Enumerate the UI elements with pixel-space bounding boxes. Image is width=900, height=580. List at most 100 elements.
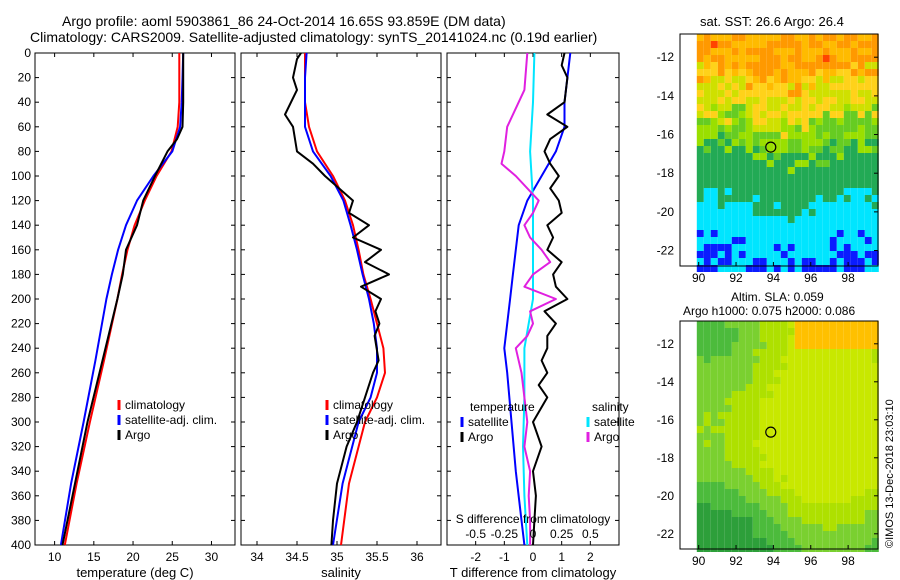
map-cell	[836, 153, 844, 160]
map-cell	[703, 62, 711, 69]
map-cell	[738, 524, 746, 531]
map-cell	[717, 531, 725, 538]
map-cell	[787, 461, 795, 468]
map-cell	[850, 524, 858, 531]
map-cell	[801, 440, 809, 447]
map-cell	[696, 97, 704, 104]
map-cell	[850, 209, 858, 216]
map-cell	[829, 104, 837, 111]
map-cell	[871, 118, 879, 125]
map-cell	[745, 531, 753, 538]
map-cell	[829, 426, 837, 433]
map-cell	[829, 188, 837, 195]
map-cell	[738, 188, 746, 195]
copyright-text: ©IMOS 13-Dec-2018 23:03:10	[884, 399, 896, 548]
map-cell	[759, 440, 767, 447]
map-cell	[871, 174, 879, 181]
map-cell	[801, 181, 809, 188]
map-cell	[787, 384, 795, 391]
map-cell	[703, 34, 711, 41]
map-cell	[773, 153, 781, 160]
map-cell	[710, 111, 718, 118]
map-cell	[843, 83, 851, 90]
map-cell	[780, 538, 788, 545]
map-cell	[857, 531, 865, 538]
map-cell	[731, 454, 739, 461]
map-cell	[738, 510, 746, 517]
map-cell	[801, 139, 809, 146]
map-cell	[850, 454, 858, 461]
map-cell	[857, 328, 865, 335]
map-cell	[836, 531, 844, 538]
map-cell	[731, 48, 739, 55]
map-cell	[703, 202, 711, 209]
map-cell	[724, 349, 732, 356]
map-cell	[808, 62, 816, 69]
x-tick-label: -1	[499, 550, 510, 564]
top-tick-label: -0.25	[491, 527, 519, 541]
map-cell	[731, 90, 739, 97]
map-cell	[815, 349, 823, 356]
map-cell	[766, 475, 774, 482]
map-cell	[717, 335, 725, 342]
map-cell	[864, 237, 872, 244]
map-cell	[752, 461, 760, 468]
map-cell	[759, 76, 767, 83]
map-cell	[864, 146, 872, 153]
map-cell	[787, 181, 795, 188]
map-cell	[724, 363, 732, 370]
map-cell	[864, 41, 872, 48]
map-cell	[752, 90, 760, 97]
map-cell	[780, 97, 788, 104]
map-cell	[752, 202, 760, 209]
map-cell	[801, 426, 809, 433]
map-cell	[801, 188, 809, 195]
map-cell	[696, 202, 704, 209]
map-cell	[801, 132, 809, 139]
map-cell	[773, 69, 781, 76]
map-cell	[864, 230, 872, 237]
map-cell	[864, 461, 872, 468]
map-cell	[857, 335, 865, 342]
map-cell	[857, 181, 865, 188]
map-cell	[731, 363, 739, 370]
map-cell	[752, 125, 760, 132]
map-cell	[822, 41, 830, 48]
map-cell	[759, 489, 767, 496]
map-cell	[731, 34, 739, 41]
map-cell	[822, 160, 830, 167]
map-cell	[850, 244, 858, 251]
map-cell	[864, 69, 872, 76]
map-cell	[710, 335, 718, 342]
map-cell	[773, 146, 781, 153]
map-cell	[710, 216, 718, 223]
map-cell	[738, 48, 746, 55]
map-cell	[836, 139, 844, 146]
map-cell	[759, 153, 767, 160]
map-cell	[717, 363, 725, 370]
map-cell	[745, 468, 753, 475]
map-cell	[850, 342, 858, 349]
map-cell	[794, 258, 802, 265]
map-cell	[759, 69, 767, 76]
map-cell	[808, 461, 816, 468]
map-cell	[794, 62, 802, 69]
map-cell	[794, 104, 802, 111]
map-cell	[738, 118, 746, 125]
map-cell	[766, 391, 774, 398]
map-cell	[724, 405, 732, 412]
map-cell	[864, 419, 872, 426]
map-cell	[871, 398, 879, 405]
map-cell	[871, 391, 879, 398]
map-cell	[780, 468, 788, 475]
map-cell	[731, 377, 739, 384]
map-cell	[752, 139, 760, 146]
map-cell	[738, 454, 746, 461]
y-tick-label: 40	[18, 95, 32, 109]
map-cell	[836, 132, 844, 139]
series-line-satellite-adj-clim-	[304, 52, 378, 546]
map-cell	[766, 363, 774, 370]
map-cell	[822, 146, 830, 153]
map-cell	[836, 167, 844, 174]
map-cell	[724, 447, 732, 454]
